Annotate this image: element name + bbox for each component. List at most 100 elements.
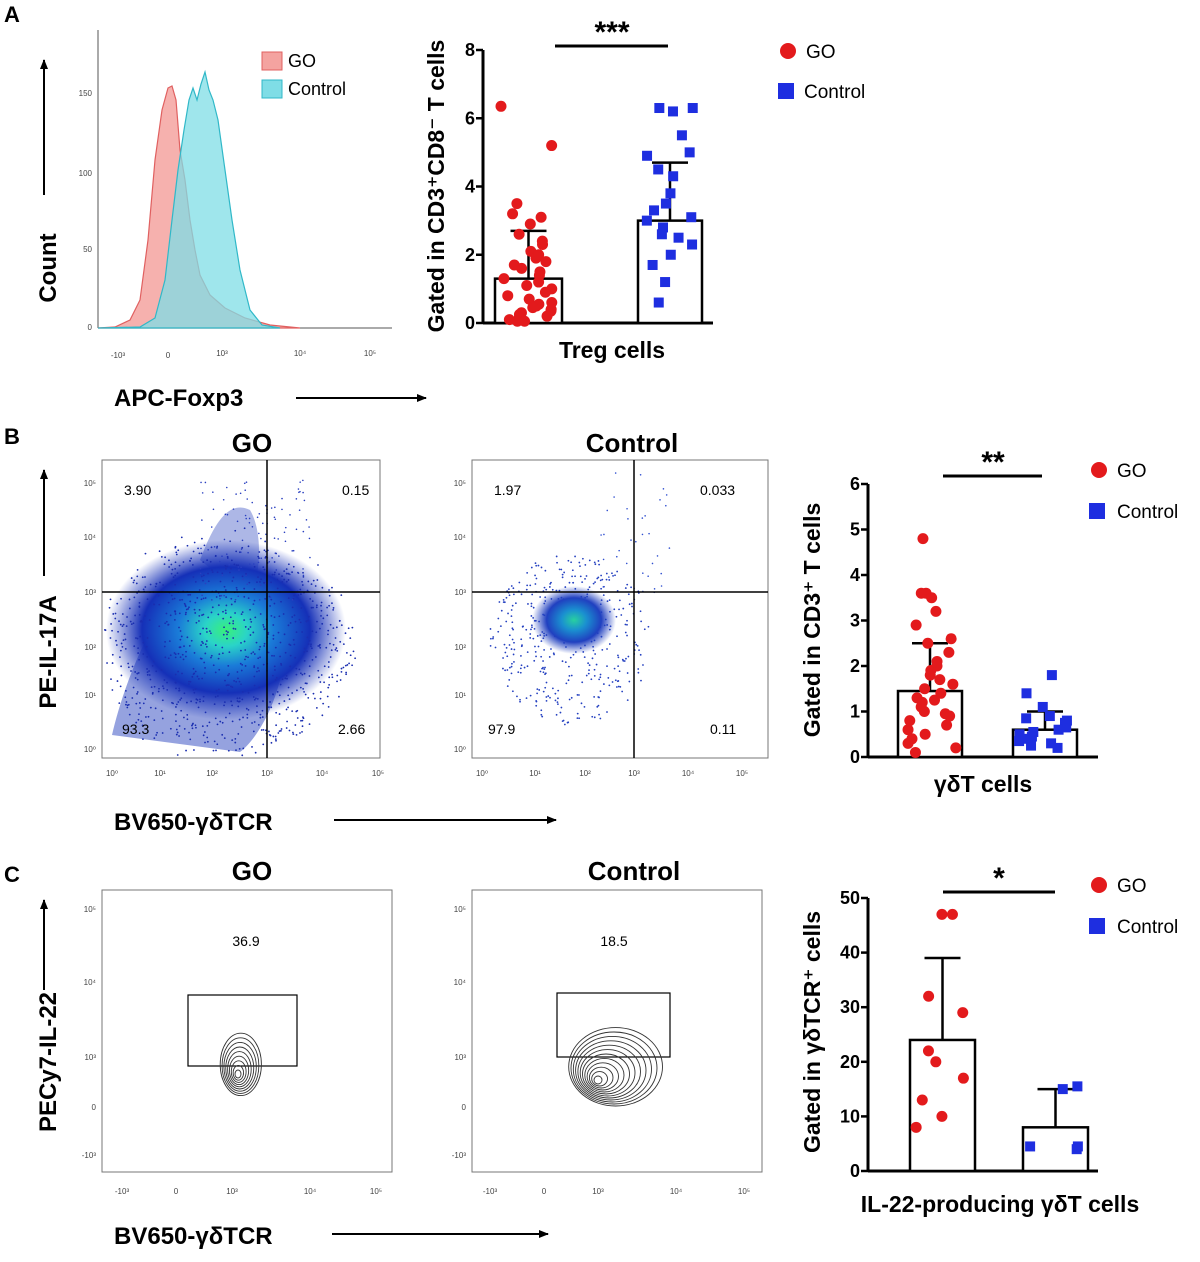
- flow-b-go-dot: [342, 643, 345, 646]
- flow-b-go-dot: [262, 700, 264, 702]
- flow-b-go-dot: [293, 643, 296, 646]
- flow-b-go-dot: [310, 647, 313, 650]
- flow-b-go-q3: 93.3: [122, 721, 149, 737]
- flow-b-ctrl-dot: [505, 646, 508, 649]
- bar-c-ytick-label: 20: [840, 1052, 860, 1072]
- flow-b-go-dot: [268, 733, 271, 736]
- flow-b-go-dot: [251, 525, 254, 528]
- flow-b-go-dot: [232, 622, 235, 625]
- flow-b-go-dot: [173, 597, 176, 600]
- bar-a-point-control: [686, 212, 697, 223]
- flow-b-go-dot: [327, 661, 330, 663]
- flow-b-go-dot: [136, 672, 139, 675]
- flow-b-ctrl-dot: [625, 657, 627, 660]
- flow-c-go-xtick: 10⁵: [370, 1187, 382, 1196]
- flow-b-go-dot: [311, 658, 314, 661]
- flow-b-go-dot: [275, 739, 277, 742]
- flow-b-ctrl-dot: [662, 488, 665, 490]
- flow-b-ctrl-dot: [506, 669, 509, 671]
- flow-b-go-dot: [134, 614, 137, 617]
- flow-b-ctrl-dot: [656, 555, 659, 557]
- flow-b-go-dot: [303, 659, 306, 662]
- flow-b-go-dot: [135, 702, 138, 705]
- flow-b-ctrl-dot: [576, 694, 579, 696]
- flow-b-go-dot: [256, 670, 258, 673]
- flow-b-go-dot: [271, 573, 274, 576]
- flow-c-ctrl-xtick: -10³: [483, 1187, 498, 1196]
- flow-b-go-dot: [200, 644, 203, 646]
- flow-b-go-dot: [121, 625, 124, 628]
- flow-b-ctrl-dot: [518, 581, 521, 584]
- flow-b-go-dot: [253, 565, 256, 568]
- flow-b-go-dot: [179, 699, 182, 701]
- flow-b-go-dot: [203, 731, 206, 733]
- flow-b-go-dot: [202, 561, 205, 564]
- flow-b-go-dot: [292, 565, 295, 568]
- flow-b-go-dot: [286, 720, 288, 723]
- flow-b-ctrl-dot: [583, 656, 586, 659]
- flow-b-ctrl-dot: [644, 515, 646, 517]
- bar-b-point-go: [934, 674, 946, 686]
- flow-b-go-dot: [322, 702, 325, 705]
- flow-b-go-dot: [284, 540, 287, 543]
- bar-a-legend-control-label: Control: [804, 82, 865, 103]
- flow-b-go-dot: [158, 625, 161, 628]
- flow-b-ctrl-dot: [627, 655, 630, 658]
- flow-b-go-dot: [194, 612, 197, 614]
- flow-b-go-dot: [234, 600, 236, 603]
- flow-b-ctrl-dot: [525, 588, 528, 591]
- flow-c-go-ytick: -10³: [82, 1151, 97, 1160]
- flow-b-go-dot: [184, 613, 187, 616]
- flow-b-go-dot: [216, 695, 219, 697]
- flow-b-go-dot: [241, 664, 244, 666]
- flow-b-go-dot: [199, 632, 202, 635]
- flow-b-go-dot: [215, 596, 218, 598]
- bar-a-point-go: [530, 252, 542, 264]
- flow-b-go-dot: [201, 537, 203, 540]
- flow-b-go-dot: [299, 686, 302, 689]
- flow-b-ctrl-dot: [594, 581, 596, 584]
- flow-b-ctrl-ytick: 10¹: [454, 691, 466, 700]
- flow-b-ctrl-dot: [578, 561, 581, 564]
- flow-b-go-dot: [277, 732, 280, 734]
- flow-b-go-dot: [301, 725, 304, 728]
- flow-b-ctrl-dot: [513, 641, 515, 644]
- flow-b-go-dot: [332, 643, 335, 646]
- flow-b-go-dot: [278, 578, 280, 580]
- flow-b-go-dot: [193, 541, 196, 544]
- flow-b-ctrl-dot: [628, 680, 631, 683]
- flow-b-ctrl-dot: [542, 671, 545, 674]
- flow-b-ctrl-dot: [578, 717, 581, 720]
- flow-b-ctrl-dot: [579, 575, 582, 578]
- flow-b-go-dot: [303, 690, 305, 693]
- flow-b-ctrl-dot: [626, 583, 629, 586]
- flow-b-ctrl-dot: [617, 665, 620, 668]
- bar-a-point-control: [660, 198, 671, 209]
- flow-b-go-dot: [111, 689, 114, 691]
- flow-b-go-dot: [120, 597, 122, 600]
- flow-b-go-dot: [317, 564, 319, 566]
- flow-b-go-dot: [252, 603, 255, 606]
- flow-b-go-dot: [240, 669, 243, 672]
- flow-b-ctrl-dot: [593, 561, 596, 564]
- flow-b-ctrl-dot: [642, 572, 644, 574]
- flow-b-ctrl-dot: [563, 571, 566, 574]
- bar-b-point-control: [1044, 711, 1055, 722]
- flow-b-go-dot: [178, 626, 180, 629]
- flow-b-ctrl-dot: [502, 599, 505, 601]
- flow-b-go-dot: [184, 655, 187, 658]
- flow-b-go-dot: [285, 568, 288, 571]
- flow-b-go-dot: [217, 688, 220, 691]
- flow-b-go-dot: [235, 564, 238, 567]
- flow-b-go-dot: [175, 720, 177, 723]
- bar-b-point-control: [1026, 731, 1037, 742]
- flow-b-ctrl-dot: [510, 585, 513, 587]
- flow-b-go-dot: [259, 713, 262, 716]
- flow-c-ctrl-xtick: 10⁴: [670, 1187, 683, 1196]
- flow-b-ctrl-q2: 0.033: [700, 482, 735, 498]
- flow-b-ctrl-dot: [540, 709, 543, 712]
- flow-b-go-dot: [247, 656, 249, 659]
- flow-b-go-dot: [314, 697, 316, 700]
- bar-c-legend-go-marker: [1091, 877, 1107, 893]
- flow-b-go-dot: [187, 620, 190, 622]
